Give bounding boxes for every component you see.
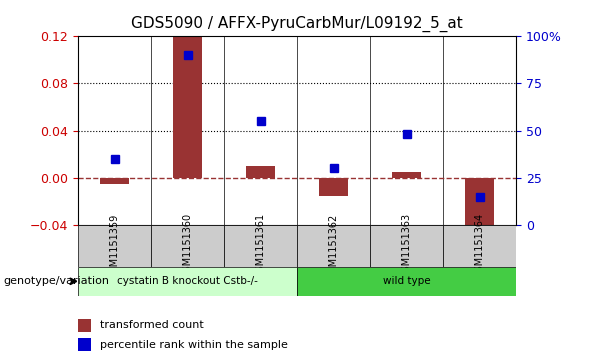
FancyBboxPatch shape	[297, 225, 370, 267]
Title: GDS5090 / AFFX-PyruCarbMur/L09192_5_at: GDS5090 / AFFX-PyruCarbMur/L09192_5_at	[131, 16, 463, 32]
Bar	[246, 166, 275, 178]
FancyBboxPatch shape	[443, 225, 516, 267]
FancyBboxPatch shape	[151, 225, 224, 267]
Bar	[78, 319, 91, 332]
Bar	[392, 172, 421, 178]
Text: cystatin B knockout Cstb-/-: cystatin B knockout Cstb-/-	[117, 276, 258, 286]
Text: transformed count: transformed count	[100, 320, 203, 330]
Text: GSM1151362: GSM1151362	[329, 213, 338, 278]
FancyBboxPatch shape	[370, 225, 443, 267]
Text: percentile rank within the sample: percentile rank within the sample	[100, 340, 288, 350]
Text: wild type: wild type	[383, 276, 430, 286]
Text: GSM1151363: GSM1151363	[401, 213, 412, 278]
FancyBboxPatch shape	[78, 225, 151, 267]
Text: GSM1151359: GSM1151359	[110, 213, 119, 278]
Bar	[319, 178, 348, 196]
Bar	[173, 35, 202, 178]
Text: GSM1151361: GSM1151361	[256, 213, 265, 278]
FancyBboxPatch shape	[224, 225, 297, 267]
Text: GSM1151360: GSM1151360	[182, 213, 193, 278]
Bar	[465, 178, 494, 249]
Bar	[78, 338, 91, 351]
FancyBboxPatch shape	[78, 267, 297, 296]
Text: GSM1151364: GSM1151364	[475, 213, 485, 278]
Bar	[100, 178, 129, 184]
FancyBboxPatch shape	[297, 267, 516, 296]
Text: genotype/variation: genotype/variation	[3, 276, 109, 286]
